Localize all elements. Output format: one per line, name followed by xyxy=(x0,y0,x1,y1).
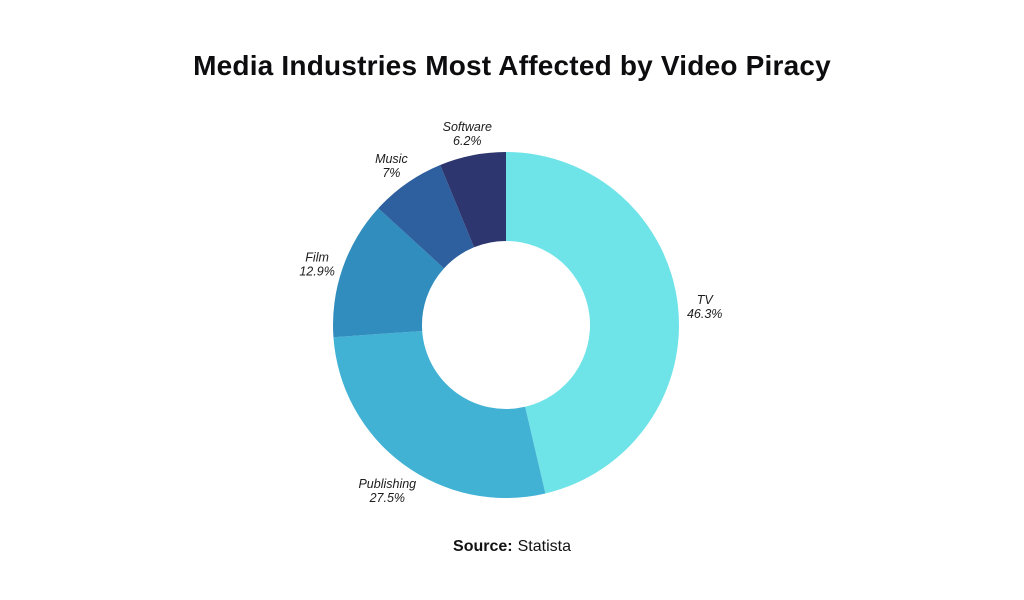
segment-label-tv: TV 46.3% xyxy=(687,293,722,321)
segment-label-music: Music 7% xyxy=(375,152,408,180)
donut-segment-film xyxy=(332,208,444,338)
segment-label-film: Film 12.9% xyxy=(299,250,334,278)
donut-segment-publishing xyxy=(333,330,546,498)
chart-title: Media Industries Most Affected by Video … xyxy=(193,50,831,81)
donut-segment-music xyxy=(378,164,475,269)
source-value: Statista xyxy=(517,538,571,555)
source-label: Source: xyxy=(453,538,513,555)
donut-segment-software xyxy=(440,152,506,248)
segment-label-publishing: Publishing 27.5% xyxy=(358,477,416,505)
source-line: Source: Statista xyxy=(0,538,1024,556)
segment-label-software: Software 6.2% xyxy=(443,120,492,148)
donut-segment-tv xyxy=(506,152,679,494)
